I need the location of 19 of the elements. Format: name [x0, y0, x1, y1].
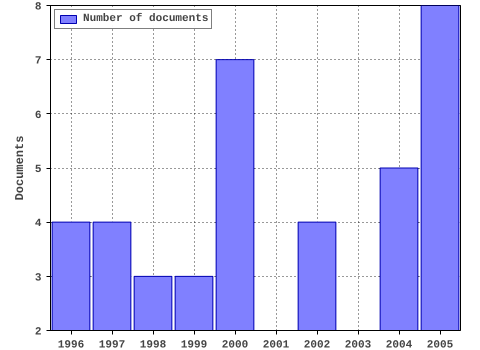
- y-tick-label: 2: [34, 326, 42, 338]
- x-tick-label: 2002: [304, 340, 330, 350]
- y-tick-label: 4: [34, 218, 42, 230]
- y-tick-label: 6: [34, 110, 42, 122]
- x-tick-label: 2003: [344, 340, 372, 350]
- y-tick-label: 3: [34, 272, 42, 284]
- x-tick-label: 2004: [386, 340, 413, 350]
- y-tick-label: 7: [34, 56, 42, 68]
- x-tick-label: 1997: [98, 340, 126, 350]
- x-tick-label: 1996: [58, 340, 84, 350]
- x-tick-label: 1999: [180, 340, 208, 350]
- x-tick-label: 2001: [262, 340, 290, 350]
- legend-label: Number of documents: [83, 13, 208, 25]
- y-tick-label: 8: [34, 2, 42, 14]
- x-tick-label: 2005: [426, 340, 454, 350]
- x-tick-label: 1998: [140, 340, 167, 350]
- y-axis-title: Documents: [12, 136, 27, 200]
- x-tick-label: 2000: [222, 340, 248, 350]
- y-tick-label: 5: [34, 164, 42, 176]
